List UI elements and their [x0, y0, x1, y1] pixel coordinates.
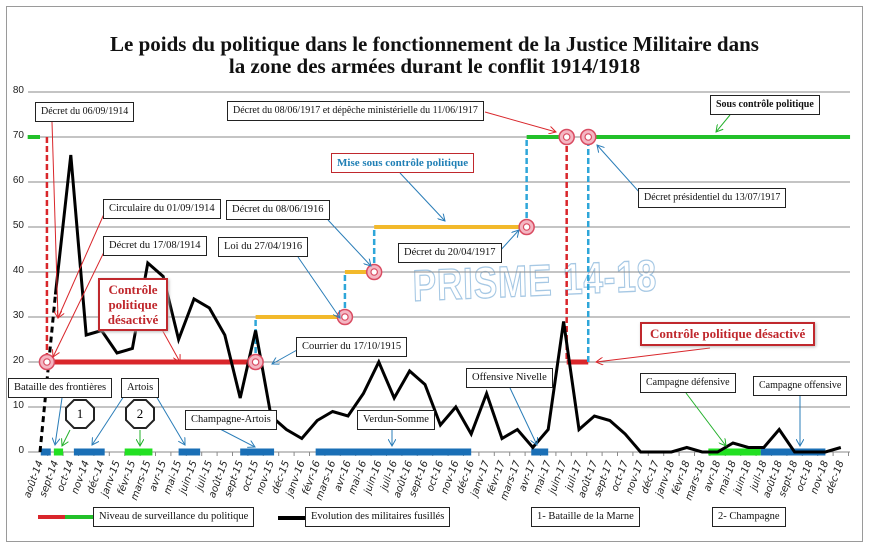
event-marker-center — [251, 358, 260, 366]
arrow — [51, 121, 58, 318]
event-marker-center — [584, 133, 593, 141]
annotation-decret-08-06-1917: Décret du 08/06/1917 et dépêche ministér… — [227, 101, 484, 121]
legend-note-marne: 1- Bataille de la Marne — [531, 507, 640, 527]
y-tick-label: 80 — [12, 85, 24, 96]
arrow — [272, 349, 298, 364]
arrow — [53, 251, 105, 357]
annotation-campagne-defensive: Campagne défensive — [640, 373, 736, 393]
event-marker-center — [562, 133, 571, 141]
campaign-bar — [40, 448, 51, 456]
arrow — [297, 256, 340, 318]
annotation-controle-desactive-1: Contrôle politique désactivé — [98, 278, 168, 331]
event-marker-center — [370, 268, 378, 276]
event-marker-center — [341, 313, 349, 321]
annotation-offensive-nivelle: Offensive Nivelle — [466, 368, 553, 388]
y-tick-label: 70 — [12, 130, 24, 141]
annotation-mise-sous-controle: Mise sous contrôle politique — [331, 153, 475, 173]
campaign-bar — [124, 448, 153, 456]
arrow — [509, 387, 537, 445]
fusilles-line — [53, 154, 842, 454]
chart-title-line1: Le poids du politique dans le fonctionne… — [110, 32, 759, 56]
annotation-sous-controle: Sous contrôle politique — [710, 95, 820, 115]
arrow — [597, 145, 641, 194]
arrow — [716, 114, 731, 132]
arrow — [92, 395, 125, 445]
annotation-campagne-offensive: Campagne offensive — [753, 376, 848, 396]
fusilles-line-dashed — [38, 294, 57, 453]
chart-title-line2: la zone des armées durant le conflit 191… — [228, 54, 641, 78]
event-marker-center — [522, 223, 531, 231]
octagon-marker-2 — [125, 399, 155, 429]
arrow — [399, 172, 445, 221]
campaign-bar — [53, 448, 64, 456]
arrow — [58, 213, 105, 318]
annotation-arrows — [51, 111, 800, 447]
annotation-artois: Artois — [121, 378, 160, 398]
annotation-bataille-frontieres: Bataille des frontières — [8, 378, 113, 398]
annotation-decret-presidentiel: Décret présidentiel du 13/07/1917 — [638, 188, 787, 208]
arrow — [685, 392, 726, 446]
y-tick-label: 60 — [12, 175, 24, 186]
y-tick-label: 30 — [12, 310, 24, 321]
arrow — [484, 111, 556, 132]
annotation-controle-desactive-2: Contrôle politique désactivé — [640, 322, 816, 346]
campaign-bar — [315, 448, 472, 456]
campaign-bar — [708, 448, 761, 456]
annotation-decret-06-09-1914: Décret du 06/09/1914 — [35, 102, 135, 122]
campaign-bar — [178, 448, 201, 456]
annotation-decret-20-04-1917: Décret du 20/04/1917 — [398, 243, 502, 263]
annotation-decret-17-08-1914: Décret du 17/08/1914 — [103, 236, 207, 256]
y-tick-label: 0 — [18, 445, 24, 456]
y-tick-label: 10 — [12, 400, 24, 411]
annotation-verdun-somme: Verdun-Somme — [357, 410, 435, 430]
marker-2-label: 2 — [136, 406, 144, 421]
legend-fusilles: Evolution des militaires fusillés — [305, 507, 451, 527]
legend — [38, 515, 305, 520]
annotation-courrier-17-10-1915: Courrier du 17/10/1915 — [296, 337, 408, 357]
y-tick-label: 50 — [12, 220, 24, 231]
arrow — [327, 219, 371, 266]
y-tick-label: 40 — [12, 265, 24, 276]
arrow — [219, 428, 255, 447]
campaign-bar — [73, 448, 105, 456]
arrow — [155, 395, 185, 445]
annotation-loi-27-04-1916: Loi du 27/04/1916 — [218, 237, 309, 257]
campaign-bar — [531, 448, 549, 456]
marker-1-label: 1 — [76, 406, 84, 421]
y-tick-label: 20 — [12, 355, 24, 366]
arrow — [159, 325, 180, 362]
annotation-circulaire-01-09-1914: Circulaire du 01/09/1914 — [103, 199, 221, 219]
event-marker-center — [43, 358, 51, 366]
arrow — [596, 347, 711, 362]
arrow — [62, 429, 71, 446]
chart-frame — [6, 6, 863, 542]
arrow — [55, 397, 63, 445]
annotation-champagne-artois: Champagne-Artois — [185, 410, 277, 430]
legend-politique: Niveau de surveillance du politique — [93, 507, 255, 527]
annotation-decret-08-06-1916: Décret du 08/06/1916 — [226, 200, 330, 220]
campaign-bar — [240, 448, 275, 456]
octagon-marker-1 — [65, 399, 95, 429]
legend-note-champagne: 2- Champagne — [712, 507, 786, 527]
